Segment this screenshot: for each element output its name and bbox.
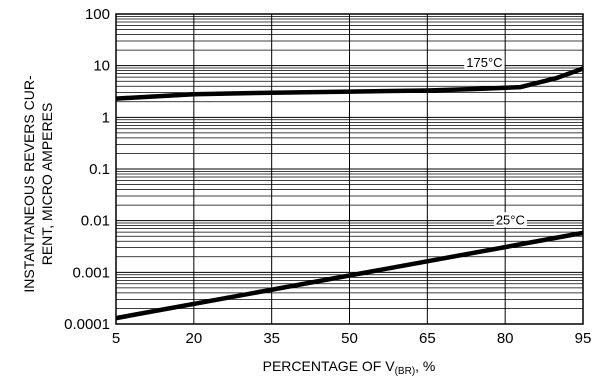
- series-label-0: 175°C: [466, 55, 502, 70]
- y-tick-labels: 0.0001 0.001 0.01 0.1 1 10 100: [64, 6, 110, 333]
- x-axis-label: PERCENTAGE OF V(BR), %: [263, 358, 436, 377]
- series-line-0: [115, 66, 584, 101]
- series-layer: 175°C 25°C: [115, 54, 584, 321]
- y-tick-label: 1: [102, 109, 110, 126]
- y-tick-label: 10: [93, 58, 110, 75]
- y-tick-label: 0.0001: [64, 316, 110, 333]
- x-tick-label: 5: [112, 330, 120, 347]
- y-tick-label: 0.01: [81, 213, 110, 230]
- series-line-1: [115, 230, 584, 321]
- x-tick-label: 65: [419, 330, 436, 347]
- series-label-1: 25°C: [496, 212, 525, 227]
- series-label-background-1: [493, 212, 527, 228]
- x-tick-label: 80: [497, 330, 514, 347]
- x-tick-label: 50: [341, 330, 358, 347]
- x-tick-label: 35: [263, 330, 280, 347]
- plot-frame: [115, 13, 584, 325]
- x-tick-label: 95: [575, 330, 592, 347]
- y-tick-label: 100: [85, 6, 110, 23]
- y-tick-label: 0.1: [89, 161, 110, 178]
- x-axis-label-main: PERCENTAGE OF V: [263, 358, 396, 374]
- y-axis-label-line-1: INSTANTANEOUS REVERS CUR-: [21, 75, 37, 293]
- x-axis-label-suffix: , %: [415, 358, 435, 374]
- x-axis-label-subscript: (BR): [395, 366, 416, 377]
- series-label-background-0: [464, 54, 505, 70]
- y-axis-label-line-2: RENT, MICRO AMPERES: [39, 103, 55, 266]
- x-tick-label: 20: [185, 330, 202, 347]
- x-tick-labels: 5 20 35 50 65 80 95: [112, 330, 592, 347]
- y-tick-label: 0.001: [72, 264, 110, 281]
